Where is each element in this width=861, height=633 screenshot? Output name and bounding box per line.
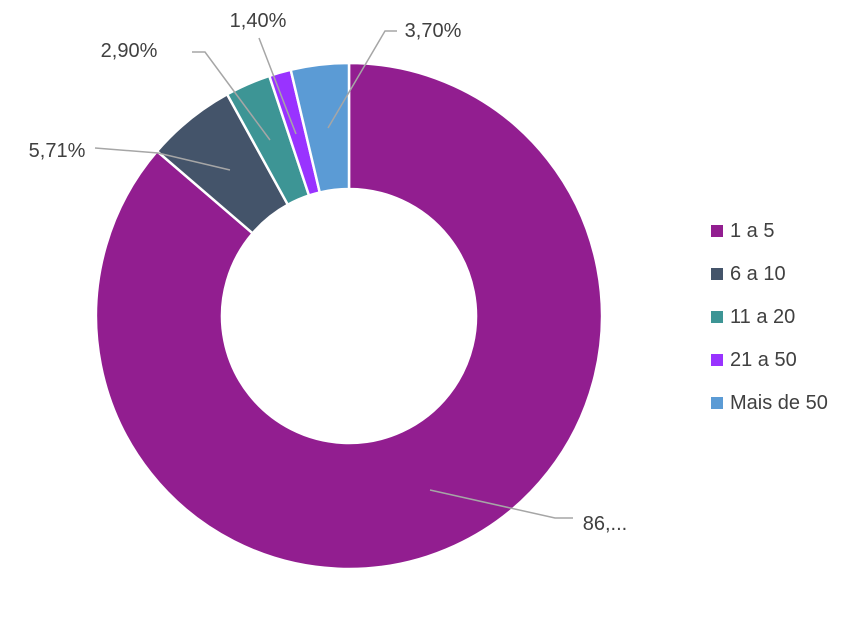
legend-swatch-2 — [711, 268, 723, 280]
leader-lines — [94, 30, 573, 519]
data-label-4: 1,40% — [230, 10, 287, 32]
data-label-1: 86,... — [583, 513, 627, 535]
data-label-5: 3,70% — [405, 20, 462, 42]
slice-1 — [94, 61, 604, 571]
legend-label-1: 1 a 5 — [730, 220, 774, 242]
leader-line-5 — [327, 30, 397, 129]
data-label-3: 2,90% — [101, 40, 158, 62]
data-label-2: 5,71% — [29, 140, 86, 162]
data-labels: 86,... 5,71% 2,90% 1,40% 3,70% — [29, 10, 628, 535]
slice-5 — [289, 61, 351, 194]
donut-slices — [94, 61, 604, 571]
leader-line-1 — [429, 489, 573, 519]
legend-swatch-1 — [711, 225, 723, 237]
legend-label-3: 11 a 20 — [730, 306, 795, 328]
legend-label-4: 21 a 50 — [730, 349, 797, 371]
legend-swatch-5 — [711, 397, 723, 409]
legend-swatch-4 — [711, 354, 723, 366]
leader-line-3 — [192, 51, 271, 141]
leader-line-2 — [94, 147, 231, 171]
leader-line-4 — [258, 37, 297, 135]
legend-label-2: 6 a 10 — [730, 263, 786, 285]
legend-label-5: Mais de 50 — [730, 392, 828, 414]
legend-swatch-3 — [711, 311, 723, 323]
legend: 1 a 5 6 a 10 11 a 20 21 a 50 Mais de 50 — [711, 220, 828, 414]
